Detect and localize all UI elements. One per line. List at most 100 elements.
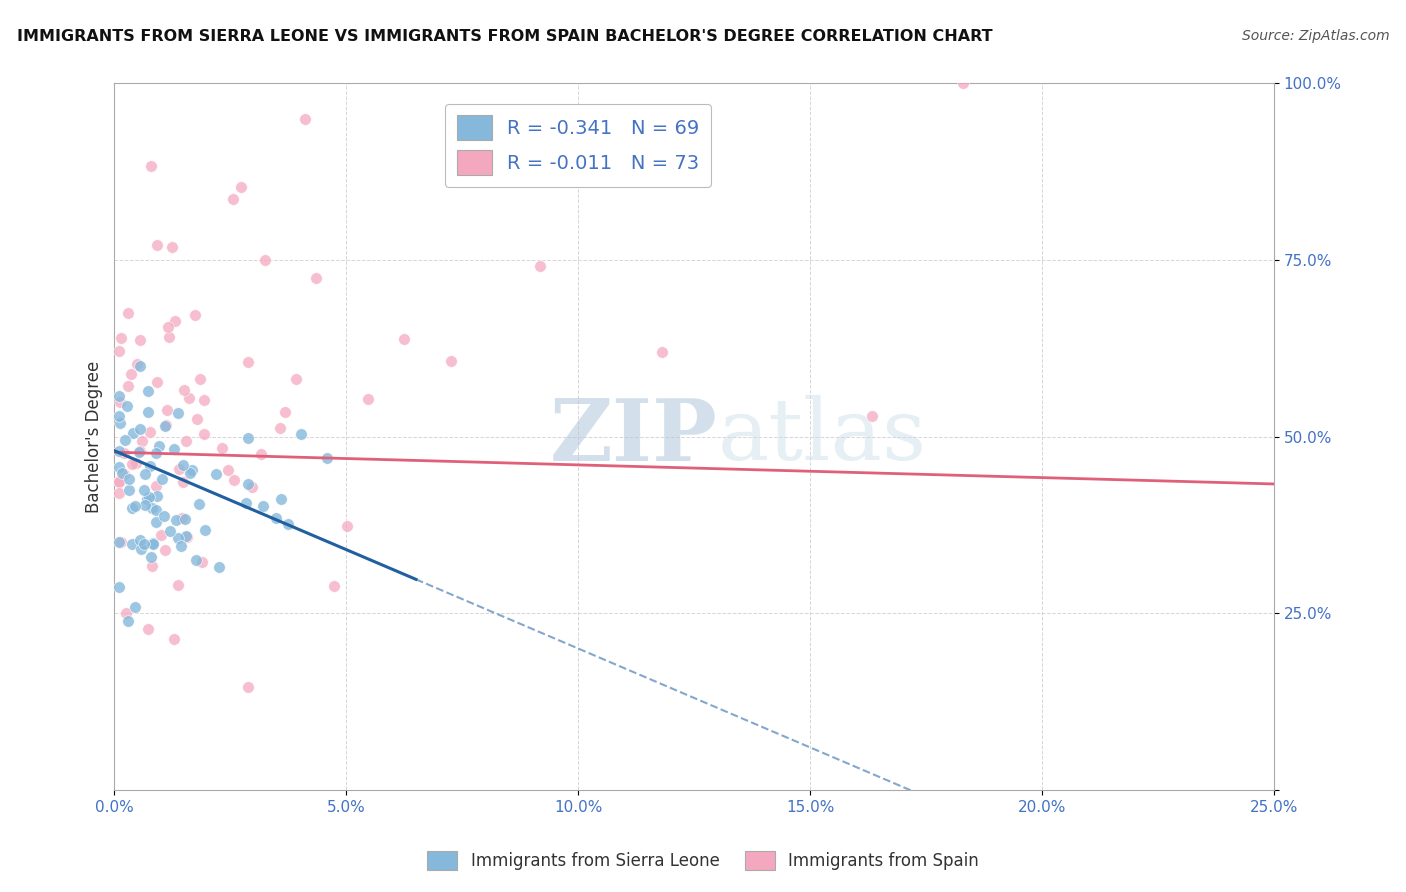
Point <box>114 434 136 448</box>
Point <box>139 159 162 173</box>
Point <box>108 443 131 458</box>
Point <box>238 477 260 491</box>
Point <box>173 383 195 397</box>
Point <box>236 431 259 445</box>
Point <box>179 467 201 481</box>
Point <box>860 409 883 423</box>
Point <box>141 559 163 574</box>
Point <box>134 467 156 481</box>
Point <box>134 483 156 498</box>
Point <box>172 511 194 525</box>
Point <box>254 252 277 267</box>
Point <box>177 391 200 405</box>
Point <box>250 446 273 460</box>
Point <box>277 516 299 531</box>
Point <box>153 509 176 524</box>
Point <box>155 418 177 433</box>
Point <box>392 332 415 346</box>
Point <box>108 343 131 358</box>
Point <box>322 579 344 593</box>
Point <box>440 354 463 368</box>
Point <box>120 368 142 382</box>
Point <box>166 531 188 545</box>
Point <box>139 425 162 440</box>
Point <box>108 535 131 549</box>
Point <box>129 359 152 373</box>
Point <box>117 614 139 628</box>
Point <box>129 444 152 458</box>
Point <box>157 330 180 344</box>
Point <box>136 405 159 419</box>
Point <box>117 379 139 393</box>
Point <box>118 483 141 498</box>
Point <box>141 500 163 515</box>
Point <box>208 560 231 574</box>
Point <box>138 490 160 504</box>
Point <box>136 384 159 398</box>
Point <box>136 623 159 637</box>
Point <box>188 371 211 385</box>
Point <box>165 513 187 527</box>
Point <box>108 394 131 409</box>
Point <box>121 457 143 471</box>
Point <box>138 459 160 474</box>
Point <box>145 446 167 460</box>
Text: atlas: atlas <box>717 395 927 478</box>
Point <box>163 632 186 646</box>
Point <box>222 193 245 207</box>
Point <box>127 357 149 371</box>
Point <box>108 389 131 403</box>
Point <box>108 460 131 475</box>
Text: ZIP: ZIP <box>550 394 717 479</box>
Point <box>108 416 131 430</box>
Point <box>305 271 328 285</box>
Point <box>186 411 208 425</box>
Point <box>145 515 167 529</box>
Point <box>290 426 312 441</box>
Point <box>122 425 145 440</box>
Point <box>156 403 179 417</box>
Point <box>129 533 152 548</box>
Point <box>150 472 173 486</box>
Point <box>204 467 226 481</box>
Point <box>128 445 150 459</box>
Point <box>124 456 146 470</box>
Point <box>149 528 172 542</box>
Point <box>235 496 257 510</box>
Point <box>167 462 190 476</box>
Point <box>217 463 239 477</box>
Point <box>108 580 131 594</box>
Point <box>529 259 551 273</box>
Point <box>108 475 131 489</box>
Point <box>184 553 207 567</box>
Point <box>145 479 167 493</box>
Point <box>111 466 134 480</box>
Point <box>108 474 131 488</box>
Point <box>148 439 170 453</box>
Point <box>176 530 198 544</box>
Point <box>112 467 135 481</box>
Point <box>952 77 974 91</box>
Legend: R = -0.341   N = 69, R = -0.011   N = 73: R = -0.341 N = 69, R = -0.011 N = 73 <box>446 103 711 186</box>
Point <box>145 238 167 252</box>
Point <box>270 492 292 507</box>
Point <box>193 426 215 441</box>
Point <box>153 543 176 558</box>
Point <box>194 523 217 537</box>
Point <box>163 314 186 328</box>
Point <box>139 549 162 564</box>
Point <box>128 422 150 436</box>
Point <box>180 463 202 477</box>
Point <box>128 334 150 348</box>
Point <box>124 500 146 514</box>
Point <box>134 498 156 512</box>
Text: Source: ZipAtlas.com: Source: ZipAtlas.com <box>1241 29 1389 43</box>
Point <box>187 497 209 511</box>
Point <box>129 541 152 556</box>
Point <box>160 240 183 254</box>
Point <box>132 537 155 551</box>
Point <box>174 434 197 448</box>
Point <box>163 442 186 456</box>
Point <box>193 393 215 408</box>
Point <box>157 319 180 334</box>
